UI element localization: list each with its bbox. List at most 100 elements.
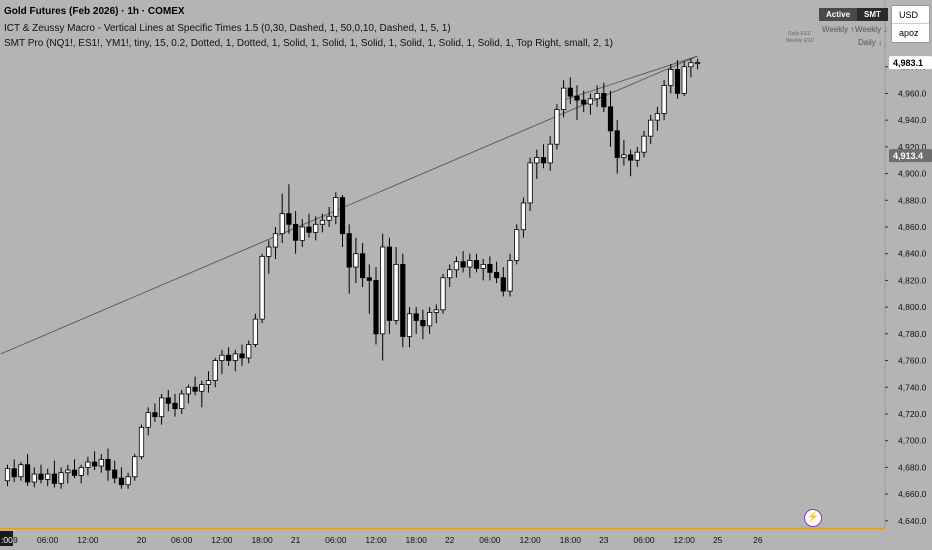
time-axis[interactable]: :00 9 06:00 12:00 20 06:00 12:00 18:00 21 06:00 12…	[0, 527, 932, 550]
x-tick-label: 18:00	[251, 535, 273, 545]
y-tick-label: 4,640.0	[898, 516, 927, 526]
candle	[527, 157, 533, 211]
candle	[433, 304, 439, 324]
candle	[65, 464, 71, 484]
candle	[453, 256, 460, 278]
candle-body	[547, 143, 553, 164]
candle-body	[688, 62, 694, 68]
x-tick-label: 06:00	[171, 535, 193, 545]
candle	[165, 389, 171, 412]
candle-body	[179, 393, 185, 410]
candle	[18, 462, 24, 481]
candle	[205, 371, 212, 393]
candle-body	[192, 386, 198, 392]
y-tick-label: 4,960.0	[898, 88, 927, 98]
candle-body	[695, 62, 701, 64]
candle-body	[426, 312, 433, 327]
candle	[674, 60, 681, 99]
candle-body	[65, 469, 71, 474]
smt-tiny-label-daily: Daily ES1!	[788, 31, 812, 37]
candle-body	[380, 246, 386, 335]
candle-body	[393, 263, 399, 321]
candle-body	[24, 464, 31, 483]
candle	[574, 85, 580, 121]
candle	[192, 376, 198, 396]
candle	[31, 467, 37, 488]
candle	[112, 460, 118, 484]
candle-body	[628, 154, 634, 161]
lightning-icon[interactable]: ⚡	[804, 509, 822, 527]
candle-body	[71, 469, 78, 476]
x-tick-label: 20	[137, 535, 147, 545]
candle	[346, 224, 352, 294]
x-tick-label: 12:00	[674, 535, 696, 545]
candle-body	[386, 246, 393, 321]
candle-body	[339, 197, 346, 235]
trendline[interactable]	[0, 55, 698, 355]
candle-body	[199, 384, 205, 392]
smt-status-panel: Active SMT	[819, 8, 888, 21]
candle-body	[313, 223, 319, 233]
candle-body	[118, 477, 124, 486]
candle-body	[4, 468, 11, 482]
candle-body	[681, 66, 687, 94]
candle-body	[614, 130, 620, 158]
user-label[interactable]: apoz	[899, 28, 919, 38]
x-tick-label: 22	[445, 535, 455, 545]
y-tick-label: 4,700.0	[898, 436, 927, 446]
y-tick-label: 4,660.0	[898, 489, 927, 499]
x-tick-label: 06:00	[325, 535, 347, 545]
currency-label[interactable]: USD	[892, 6, 929, 24]
y-tick-label: 4,820.0	[898, 275, 927, 285]
candle	[38, 464, 44, 484]
candle-body	[158, 397, 165, 418]
candle	[246, 340, 252, 364]
candle	[24, 454, 31, 487]
currency-selector[interactable]: USD apoz	[891, 5, 930, 43]
candle-body	[165, 397, 171, 404]
candle-body	[359, 253, 366, 279]
candle	[400, 253, 406, 348]
candle	[654, 106, 661, 131]
candle	[118, 467, 124, 489]
candle-body	[587, 98, 594, 105]
candle	[413, 307, 419, 334]
candle	[339, 194, 346, 248]
chart-title: Gold Futures (Feb 2026) · 1h · COMEX	[4, 6, 185, 17]
y-tick-label: 4,680.0	[898, 462, 927, 472]
y-tick-label: 4,920.0	[898, 142, 927, 152]
candle	[688, 58, 694, 78]
candle-body	[232, 353, 238, 361]
candle	[500, 267, 506, 297]
candle-body	[661, 85, 667, 114]
candle-body	[279, 213, 285, 235]
y-tick-label: 4,860.0	[898, 222, 927, 232]
candle	[292, 210, 299, 254]
candle	[581, 90, 587, 113]
candle	[185, 384, 191, 404]
candle-body	[460, 261, 466, 268]
candle	[85, 456, 91, 476]
candle	[252, 313, 258, 348]
candle-body	[473, 259, 480, 269]
y-tick-label: 4,740.0	[898, 382, 927, 392]
candle	[547, 136, 553, 171]
plot-background	[0, 0, 885, 528]
candle-body	[219, 354, 225, 361]
candle-body	[641, 135, 647, 153]
indicator-legend-1[interactable]: ICT & Zeussy Macro - Vertical Lines at S…	[4, 23, 451, 34]
candle-body	[38, 473, 44, 480]
candle-body	[487, 263, 493, 273]
candle	[313, 216, 319, 241]
price-axis[interactable]: 4,640.0 4,660.0 4,680.0 4,700.0 4,720.0 4,740…	[884, 0, 932, 550]
candle-body	[413, 313, 419, 321]
candle	[92, 451, 98, 471]
smt-weekly-up-label: Weekly ↑	[822, 25, 855, 34]
candle	[225, 347, 232, 366]
candle	[668, 64, 674, 94]
candle-body	[433, 309, 439, 313]
x-tick-label: 12:00	[77, 535, 99, 545]
trendline[interactable]	[563, 55, 698, 101]
indicator-legend-2[interactable]: SMT Pro (NQ1!, ES1!, YM1!, tiny, 15, 0.2…	[4, 38, 614, 49]
